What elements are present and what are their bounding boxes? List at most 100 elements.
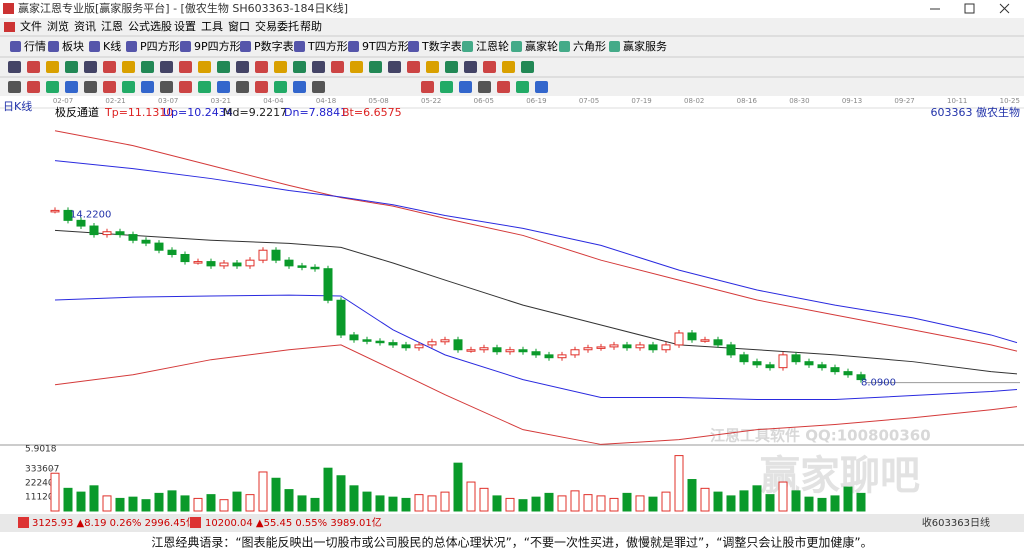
toolbar-button[interactable]: 赢家服务: [623, 39, 667, 53]
tool-icon[interactable]: [255, 61, 268, 73]
menu-item[interactable]: 文件: [20, 19, 42, 33]
tool-icon[interactable]: [122, 81, 135, 93]
candle: [427, 341, 437, 346]
candle: [388, 342, 398, 346]
tool-icon[interactable]: [8, 81, 21, 93]
tool-icon[interactable]: [160, 81, 173, 93]
tool-icon[interactable]: [84, 81, 97, 93]
tool-icon[interactable]: [464, 61, 477, 73]
candle: [401, 344, 411, 349]
tool-icon[interactable]: [236, 81, 249, 93]
toolbar-button[interactable]: P四方形: [140, 39, 180, 53]
menu-item[interactable]: 江恩: [101, 20, 123, 33]
toolbar-button[interactable]: 赢家轮: [525, 39, 558, 53]
tool-icon[interactable]: [350, 61, 363, 73]
date-label: 10-11: [947, 97, 967, 105]
volume-bar: [752, 485, 762, 512]
date-label: 02-21: [105, 97, 125, 105]
tool-icon[interactable]: [483, 61, 496, 73]
tool-icon[interactable]: [84, 61, 97, 73]
tool-icon[interactable]: [255, 81, 268, 93]
menu-item[interactable]: 窗口: [228, 19, 250, 33]
indicator-md: Md=9.2217: [223, 106, 287, 119]
toolbar-button[interactable]: K线: [103, 39, 121, 53]
tool-icon[interactable]: [312, 61, 325, 73]
tool-icon[interactable]: [535, 81, 548, 93]
toolbar-button[interactable]: T数字表: [421, 39, 462, 53]
toolbar-button[interactable]: T四方形: [307, 39, 348, 53]
tool-icon[interactable]: [103, 61, 116, 73]
tool-icon[interactable]: [445, 61, 458, 73]
tool-icon[interactable]: [236, 61, 249, 73]
tool-icon[interactable]: [516, 81, 529, 93]
tool-icon[interactable]: [141, 61, 154, 73]
tool-icon[interactable]: [502, 61, 515, 73]
close[interactable]: [999, 3, 1010, 14]
status-icon: [18, 517, 29, 528]
volume-bar: [557, 495, 567, 512]
tool-icon[interactable]: [426, 61, 439, 73]
menu-item[interactable]: 设置: [174, 20, 196, 33]
menu-item[interactable]: 浏览: [47, 19, 69, 33]
menu-item[interactable]: 工具: [201, 20, 223, 33]
toolbar-button[interactable]: 9T四方形: [362, 39, 409, 53]
toolbar-button[interactable]: P数字表: [254, 39, 294, 53]
tool-icon[interactable]: [478, 81, 491, 93]
candle: [713, 339, 723, 346]
tool-icon[interactable]: [160, 61, 173, 73]
tool-icon[interactable]: [388, 61, 401, 73]
toolbar-icon: [126, 41, 137, 52]
candle: [297, 265, 307, 268]
menu-item[interactable]: 公式选股: [128, 20, 172, 33]
tool-icon[interactable]: [312, 81, 325, 93]
menu-item[interactable]: 资讯: [74, 20, 96, 33]
menu-item[interactable]: 帮助: [300, 19, 322, 33]
tool-icon[interactable]: [293, 81, 306, 93]
volume-bar: [635, 495, 645, 512]
tool-icon[interactable]: [274, 81, 287, 93]
toolbar-button[interactable]: 板块: [62, 39, 84, 53]
tool-icon[interactable]: [46, 61, 59, 73]
toolbar-button[interactable]: 行情: [24, 40, 46, 53]
tool-icon[interactable]: [217, 81, 230, 93]
candle: [518, 349, 528, 353]
tool-icon[interactable]: [46, 81, 59, 93]
tool-icon[interactable]: [421, 81, 434, 93]
menu-item[interactable]: 交易委托: [255, 19, 299, 33]
toolbar-icon: [609, 41, 620, 52]
tool-icon[interactable]: [27, 81, 40, 93]
tool-icon[interactable]: [293, 61, 306, 73]
toolbar-button[interactable]: 六角形: [573, 40, 606, 53]
toolbar-button[interactable]: 9P四方形: [194, 39, 241, 53]
tool-icon[interactable]: [521, 61, 534, 73]
period-label: 日K线: [3, 99, 32, 113]
candle: [583, 347, 593, 351]
tool-icon[interactable]: [274, 61, 287, 73]
tool-icon[interactable]: [179, 81, 192, 93]
tool-icon[interactable]: [27, 61, 40, 73]
tool-icon[interactable]: [331, 61, 344, 73]
tool-icon[interactable]: [65, 61, 78, 73]
tool-icon[interactable]: [369, 61, 382, 73]
tool-icon[interactable]: [497, 81, 510, 93]
tool-icon[interactable]: [122, 61, 135, 73]
tool-icon[interactable]: [198, 81, 211, 93]
tool-icon[interactable]: [65, 81, 78, 93]
volume-bar: [622, 492, 632, 512]
volume-bar: [830, 495, 840, 512]
toolbar-icon: [294, 41, 305, 52]
tool-icon[interactable]: [198, 61, 211, 73]
tool-icon[interactable]: [459, 81, 472, 93]
toolbar-icon: [10, 41, 21, 52]
tool-icon[interactable]: [103, 81, 116, 93]
tool-icon[interactable]: [217, 61, 230, 73]
tool-icon[interactable]: [141, 81, 154, 93]
tool-icon[interactable]: [440, 81, 453, 93]
tool-icon[interactable]: [8, 61, 21, 73]
tool-icon[interactable]: [407, 61, 420, 73]
tool-icon[interactable]: [179, 61, 192, 73]
volume-bar: [128, 496, 138, 512]
restore[interactable]: [964, 3, 975, 14]
date-label: 07-05: [579, 97, 599, 105]
toolbar-button[interactable]: 江恩轮: [476, 39, 509, 53]
